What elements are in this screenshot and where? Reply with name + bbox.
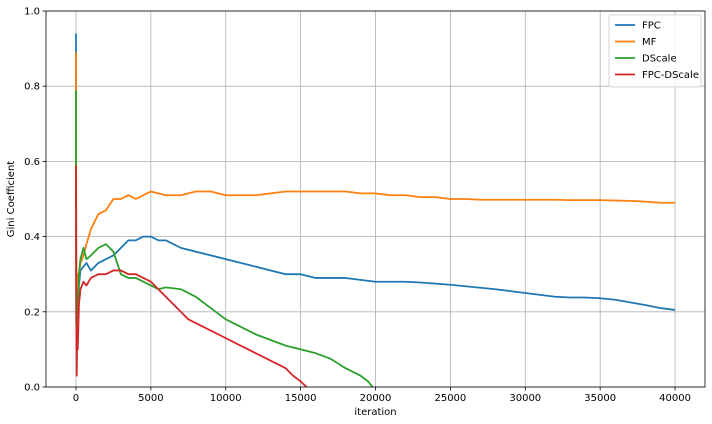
y-tick-label: 0.4	[24, 232, 40, 243]
x-axis-ticks: 0 5000 10000 15000 20000 25000 30000 35000 40000	[73, 387, 691, 404]
x-tick-label: 30000	[509, 393, 541, 404]
y-tick-label: 0.8	[24, 82, 40, 93]
y-axis-ticks: 0.0 0.2 0.4 0.6 0.8 1.0	[24, 7, 46, 394]
legend: FPC MF DScale FPC-DScale	[608, 14, 702, 88]
y-axis-label: Gini Coefficient	[6, 161, 17, 238]
series-line-fpc-dscale	[75, 165, 308, 387]
x-tick-label: 5000	[138, 393, 163, 404]
y-tick-label: 0.2	[24, 307, 40, 318]
x-tick-label: 35000	[584, 393, 616, 404]
series-line-fpc	[75, 33, 676, 332]
legend-entry-label: DScale	[642, 54, 677, 65]
legend-entry-label: FPC	[642, 21, 661, 32]
y-tick-label: 0.0	[24, 383, 40, 394]
series-lines	[75, 33, 676, 387]
x-tick-label: 15000	[285, 393, 317, 404]
series-line-dscale	[75, 89, 374, 387]
legend-box	[608, 14, 702, 88]
x-tick-label: 10000	[210, 393, 242, 404]
legend-entry-label: FPC-DScale	[642, 70, 699, 81]
y-tick-label: 0.6	[24, 157, 40, 168]
x-tick-label: 40000	[659, 393, 691, 404]
series-line-mf	[75, 52, 676, 313]
legend-entry-label: MF	[642, 37, 657, 48]
x-axis-label: iteration	[354, 407, 396, 418]
x-tick-label: 25000	[434, 393, 466, 404]
y-tick-label: 1.0	[24, 7, 40, 18]
x-tick-label: 20000	[360, 393, 392, 404]
x-tick-label: 0	[73, 393, 79, 404]
